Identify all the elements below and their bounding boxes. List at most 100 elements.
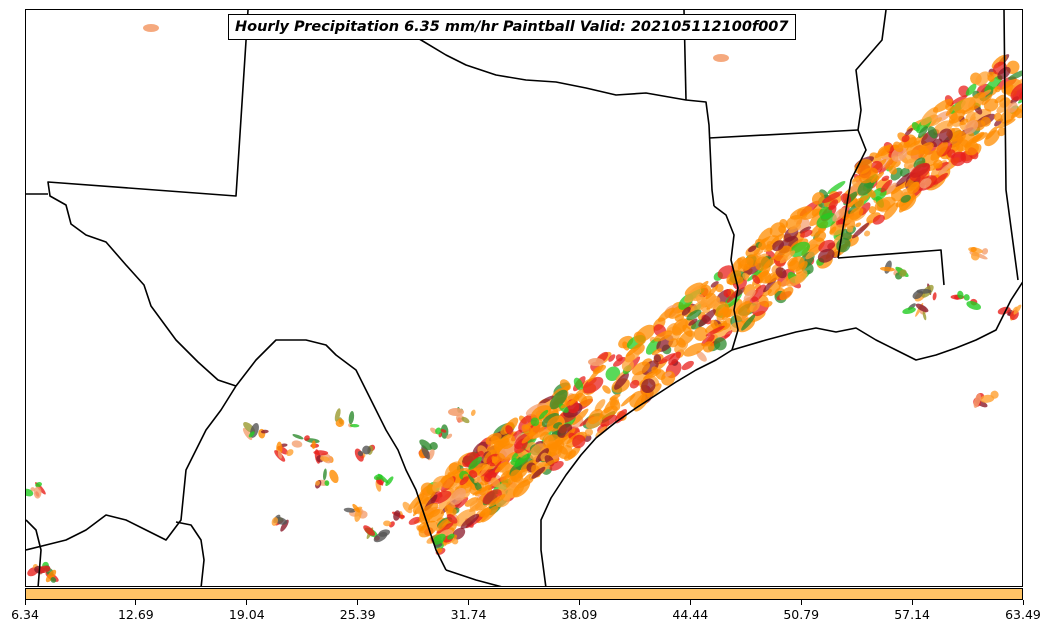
precip-blob xyxy=(715,283,724,293)
precip-blob xyxy=(901,135,910,143)
precip-blob xyxy=(817,248,835,263)
precipitation-paintball-layer xyxy=(26,24,1022,583)
precip-blob xyxy=(592,364,607,374)
colorbar-tick xyxy=(1022,600,1024,605)
precip-blob xyxy=(763,301,773,308)
precip-blob xyxy=(436,518,449,532)
precip-blob xyxy=(891,147,908,162)
precip-blob xyxy=(932,292,937,301)
precip-blob xyxy=(805,245,823,260)
precip-blob xyxy=(742,272,750,281)
precip-blob xyxy=(588,408,603,425)
louisiana-mississippi-border xyxy=(837,249,945,286)
precip-blob xyxy=(482,489,502,505)
precip-blob xyxy=(970,246,977,253)
precip-blob xyxy=(538,409,549,420)
precip-blob xyxy=(470,409,476,417)
colorbar-tick xyxy=(689,600,691,605)
precip-blob xyxy=(883,202,899,220)
colorbar-tick-label: 38.09 xyxy=(561,607,598,622)
colorbar-tick xyxy=(135,600,137,605)
precip-blob xyxy=(383,520,392,527)
precip-blob xyxy=(574,389,584,400)
precip-blob xyxy=(710,319,719,330)
precip-blob xyxy=(864,230,871,237)
precip-blob xyxy=(408,516,421,525)
precip-blob xyxy=(481,505,499,523)
precip-blob xyxy=(919,178,932,189)
precip-blob xyxy=(713,54,729,62)
precip-blob xyxy=(903,136,916,149)
precip-blob xyxy=(705,284,719,300)
precip-blob xyxy=(701,334,715,347)
precip-blob xyxy=(960,96,975,110)
precip-blob xyxy=(948,109,966,124)
precip-blob xyxy=(938,128,953,143)
precip-blob xyxy=(451,538,459,545)
precip-blob xyxy=(911,121,920,132)
precip-blob xyxy=(609,399,621,411)
precip-blob xyxy=(582,376,604,394)
precip-blob xyxy=(688,318,698,326)
precip-blob xyxy=(641,378,656,394)
precip-blob xyxy=(1007,311,1012,316)
colorbar-tick xyxy=(24,600,26,605)
precip-blob xyxy=(474,477,481,484)
precip-blob xyxy=(945,106,955,116)
precip-blob xyxy=(602,385,611,394)
precip-blob xyxy=(758,235,780,250)
colorbar-tick-label: 50.79 xyxy=(783,607,820,622)
precip-blob xyxy=(343,507,356,513)
precip-blob xyxy=(505,425,514,436)
precip-blob xyxy=(872,214,885,225)
precip-blob xyxy=(658,353,676,365)
precip-blob xyxy=(571,408,589,425)
precip-blob xyxy=(874,143,892,159)
precip-blob xyxy=(653,330,673,342)
precip-blob xyxy=(822,191,843,204)
mexico-state-border-1 xyxy=(235,339,447,571)
precip-blob xyxy=(363,525,375,536)
map-panel xyxy=(25,9,1023,587)
precip-blob xyxy=(446,433,453,439)
precip-blob xyxy=(970,251,980,261)
mississippi-alabama-border xyxy=(1003,10,1019,281)
precip-blob xyxy=(915,303,929,313)
precip-blob xyxy=(789,241,810,258)
precip-blob xyxy=(512,479,531,498)
precip-blob xyxy=(664,371,672,377)
colorbar-tick xyxy=(246,600,248,605)
precip-blob xyxy=(950,151,967,167)
precip-blob xyxy=(668,338,679,348)
precip-blob xyxy=(277,450,283,459)
precip-blob xyxy=(609,393,621,401)
colorbar-tick-label: 44.44 xyxy=(672,607,709,622)
precip-blob xyxy=(879,266,895,272)
precip-blob xyxy=(38,565,51,573)
precip-blob xyxy=(713,337,727,351)
precip-blob xyxy=(488,494,506,507)
precip-blob xyxy=(655,368,666,380)
precip-blob xyxy=(693,326,708,341)
precip-blob xyxy=(633,331,647,345)
precip-blob xyxy=(653,354,662,363)
precip-blob xyxy=(260,429,269,434)
precip-blob xyxy=(459,476,469,486)
precip-blob xyxy=(829,226,837,235)
precip-blob xyxy=(800,229,813,238)
precip-blob xyxy=(993,112,1003,122)
precip-blob xyxy=(909,162,931,182)
precip-blob xyxy=(50,576,57,583)
precip-blob xyxy=(963,294,970,301)
precip-blob xyxy=(514,452,532,468)
precip-blob xyxy=(35,482,42,488)
colorbar-tick-label: 31.74 xyxy=(450,607,487,622)
precip-blob xyxy=(957,290,964,299)
texas-red-river xyxy=(403,29,715,207)
precip-blob xyxy=(898,194,916,213)
precip-blob xyxy=(651,366,659,374)
precip-blob xyxy=(449,487,466,506)
precip-blob xyxy=(671,318,688,336)
precip-blob xyxy=(629,379,640,389)
colorbar xyxy=(25,588,1023,600)
